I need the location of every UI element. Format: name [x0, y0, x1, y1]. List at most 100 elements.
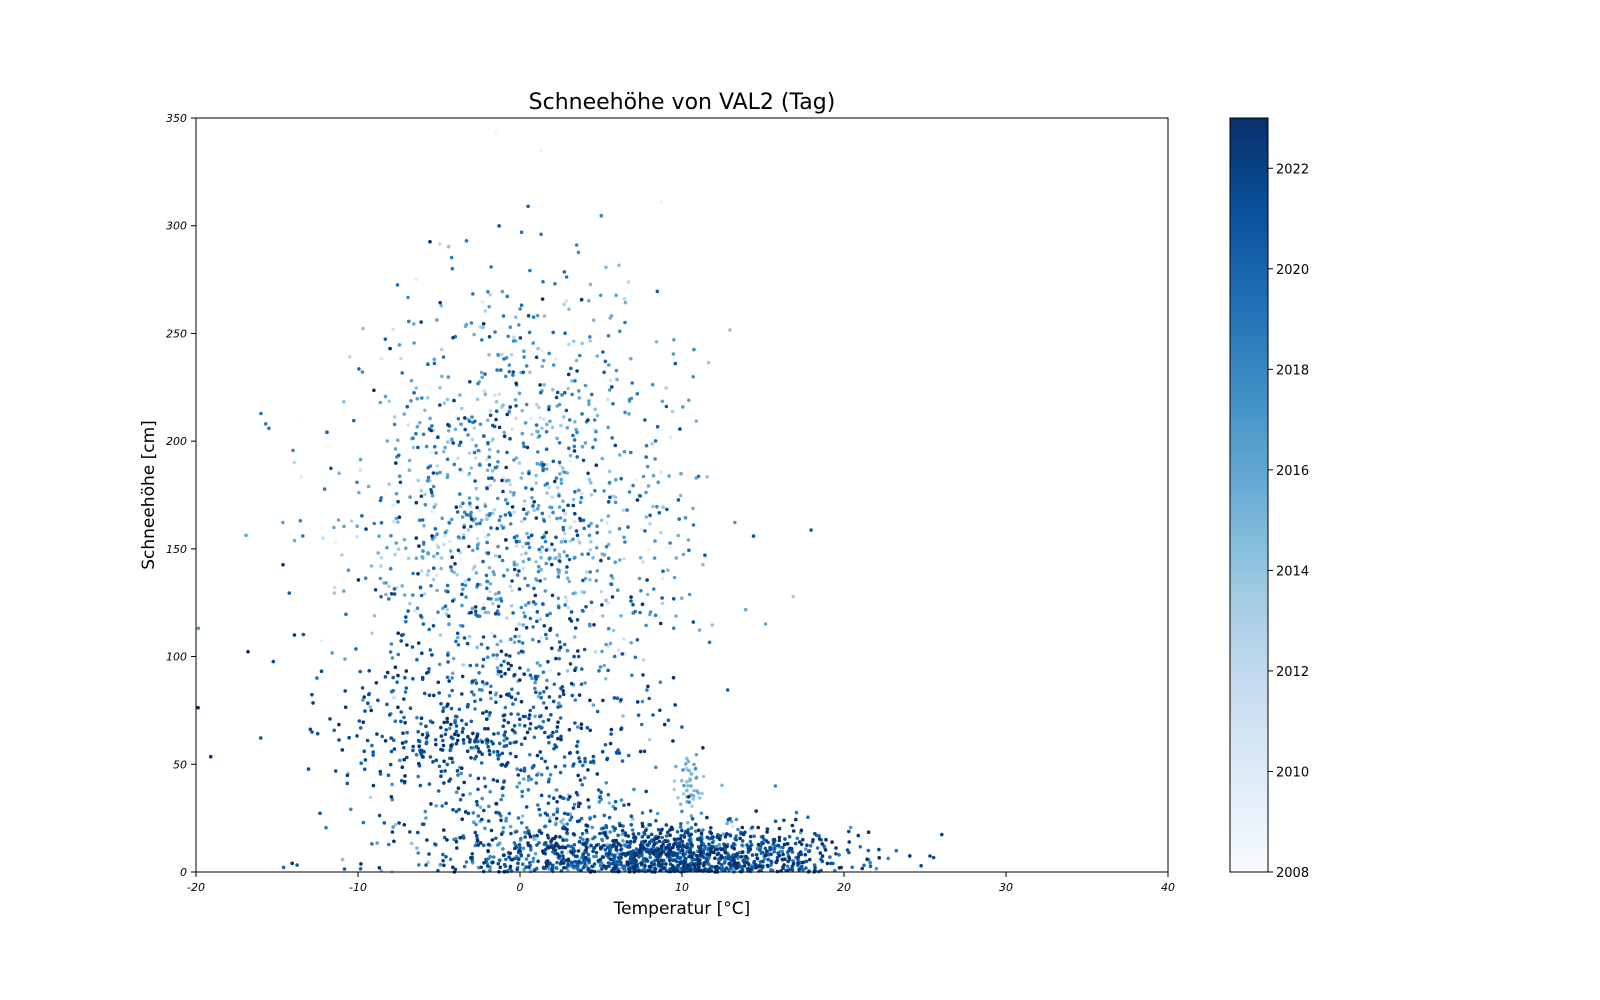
- scatter-point: [342, 589, 346, 593]
- scatter-point: [473, 707, 477, 711]
- scatter-point: [665, 830, 670, 835]
- scatter-point: [664, 823, 669, 827]
- scatter-point: [627, 490, 632, 494]
- scatter-point: [638, 555, 643, 560]
- scatter-point: [555, 810, 559, 814]
- scatter-point: [531, 315, 536, 319]
- scatter-point: [396, 520, 400, 524]
- scatter-point: [804, 859, 809, 864]
- scatter-point: [569, 366, 573, 371]
- scatter-point: [445, 720, 450, 724]
- scatter-point: [545, 678, 549, 683]
- scatter-point: [246, 649, 250, 654]
- scatter-point: [533, 714, 537, 719]
- scatter-point: [570, 860, 574, 865]
- scatter-point: [401, 731, 405, 735]
- scatter-point: [595, 413, 600, 418]
- scatter-point: [607, 388, 612, 392]
- scatter-point: [356, 578, 361, 582]
- scatter-point: [534, 355, 539, 360]
- scatter-point: [533, 851, 538, 856]
- scatter-point: [579, 722, 584, 726]
- scatter-point: [560, 685, 565, 689]
- scatter-point: [636, 832, 641, 836]
- scatter-point: [725, 688, 730, 692]
- scatter-point: [487, 748, 492, 753]
- scatter-point: [586, 798, 590, 802]
- scatter-point: [452, 837, 456, 842]
- scatter-point: [510, 728, 515, 732]
- scatter-point: [357, 490, 361, 495]
- scatter-point: [550, 562, 554, 567]
- scatter-point: [462, 636, 467, 640]
- scatter-point: [877, 847, 881, 852]
- scatter-point: [659, 851, 664, 856]
- scatter-point: [733, 520, 737, 525]
- scatter-point: [576, 849, 581, 853]
- scatter-point: [531, 856, 536, 861]
- scatter-point: [454, 741, 459, 746]
- scatter-point: [533, 686, 537, 691]
- scatter-point: [480, 680, 485, 684]
- colorbar-tick-label: 2016: [1276, 464, 1309, 479]
- scatter-point: [618, 823, 622, 828]
- scatter-point: [634, 858, 638, 863]
- scatter-point: [318, 811, 322, 816]
- scatter-point: [811, 838, 815, 842]
- scatter-point: [632, 839, 637, 844]
- scatter-point: [426, 465, 431, 470]
- scatter-point: [796, 861, 800, 865]
- scatter-point: [433, 842, 437, 846]
- scatter-point: [336, 518, 341, 522]
- scatter-point: [486, 441, 490, 445]
- scatter-point: [602, 370, 606, 375]
- scatter-point: [602, 663, 607, 668]
- scatter-point: [402, 757, 407, 762]
- scatter-point: [425, 838, 429, 842]
- scatter-point: [667, 858, 672, 863]
- scatter-point: [196, 626, 201, 631]
- scatter-point: [694, 776, 698, 780]
- scatter-point: [396, 438, 400, 443]
- scatter-point: [521, 623, 525, 627]
- scatter-point: [564, 570, 569, 574]
- scatter-point: [551, 796, 556, 800]
- scatter-point: [601, 698, 605, 703]
- scatter-point: [691, 862, 696, 866]
- scatter-point: [498, 669, 503, 674]
- scatter-point: [416, 572, 420, 576]
- scatter-point: [416, 729, 421, 734]
- scatter-point: [602, 553, 607, 557]
- scatter-point: [640, 699, 645, 704]
- scatter-point: [655, 857, 660, 862]
- scatter-point: [531, 600, 536, 604]
- scatter-point: [464, 595, 468, 599]
- scatter-point: [581, 852, 585, 856]
- scatter-point: [502, 430, 507, 435]
- scatter-point: [497, 590, 501, 595]
- scatter-point: [542, 689, 546, 694]
- scatter-point: [504, 857, 508, 862]
- scatter-point: [492, 424, 497, 429]
- scatter-point: [671, 853, 675, 858]
- scatter-point: [692, 762, 696, 767]
- scatter-point: [657, 511, 662, 515]
- scatter-point: [444, 612, 449, 616]
- scatter-point: [517, 634, 521, 639]
- scatter-point: [613, 826, 617, 831]
- scatter-point: [728, 833, 733, 838]
- scatter-point: [443, 445, 447, 450]
- scatter-point: [680, 848, 685, 853]
- scatter-point: [498, 514, 503, 519]
- scatter-point: [462, 780, 467, 785]
- scatter-point: [571, 503, 576, 508]
- scatter-point: [473, 843, 478, 848]
- scatter-point: [695, 857, 700, 862]
- scatter-point: [563, 539, 568, 544]
- scatter-point: [322, 487, 327, 491]
- scatter-point: [417, 518, 422, 522]
- scatter-point: [446, 660, 450, 664]
- scatter-point: [598, 293, 603, 298]
- scatter-point: [591, 759, 596, 763]
- scatter-point: [664, 834, 669, 838]
